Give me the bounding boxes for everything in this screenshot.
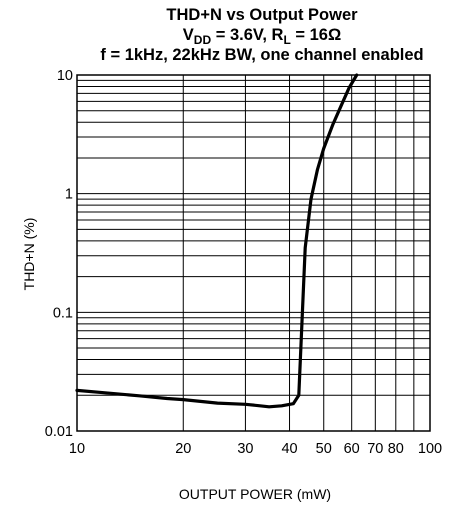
x-tick-label: 60: [344, 441, 360, 457]
vdd-value: = 3.6V, R: [211, 26, 283, 44]
plot-frame: [76, 74, 431, 432]
chart-title-line-3: f = 1kHz, 22kHz BW, one channel enabled: [100, 46, 423, 64]
y-tick-label: 0.01: [45, 424, 73, 440]
y-axis-label: THD+N (%): [21, 218, 37, 291]
x-tick-label: 50: [316, 441, 332, 457]
rl-subscript: L: [283, 33, 290, 47]
series-line: [75, 73, 359, 409]
vdd-subscript: DD: [194, 33, 212, 47]
x-tick-label: 40: [281, 441, 297, 457]
data-series: [75, 73, 359, 409]
y-tick-label: 1: [65, 187, 73, 203]
rl-value: = 16Ω: [291, 26, 341, 44]
chart-title-line-2: VDD = 3.6V, RL = 16Ω: [183, 26, 341, 47]
chart-title-line-1: THD+N vs Output Power: [166, 6, 358, 24]
vdd-symbol: V: [183, 26, 194, 44]
x-tick-label: 80: [388, 441, 404, 457]
y-tick-label: 10: [57, 68, 73, 84]
x-tick-label: 10: [69, 441, 85, 457]
x-tick-label: 100: [418, 441, 442, 457]
tick-labels: 10 20 30 40 50 60 70 80 100 0.01 0.1 1 10: [45, 68, 442, 457]
x-tick-label: 20: [175, 441, 191, 457]
y-tick-label: 0.1: [53, 305, 73, 321]
x-axis-label: OUTPUT POWER (mW): [179, 486, 331, 502]
x-tick-label: 70: [367, 441, 383, 457]
chart-title: THD+N vs Output Power VDD = 3.6V, RL = 1…: [100, 6, 423, 64]
plot-grid: [76, 74, 431, 432]
x-tick-label: 30: [237, 441, 253, 457]
